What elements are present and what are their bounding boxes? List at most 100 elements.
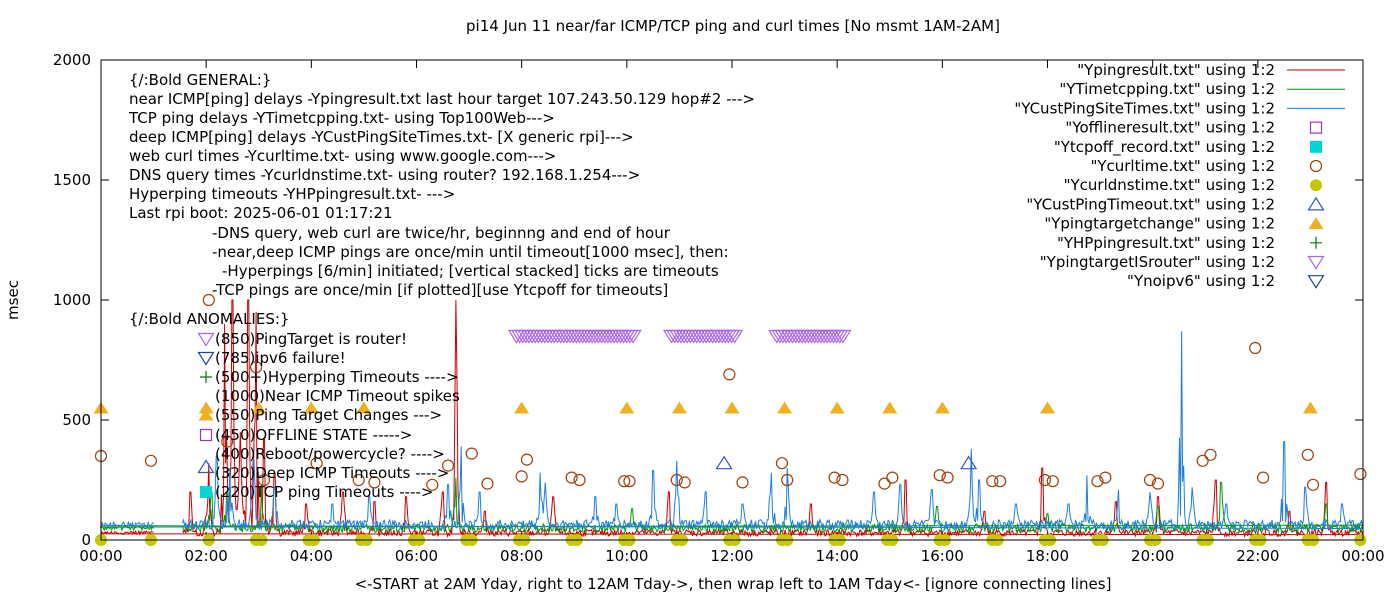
annotation-line: -Hyperpings [6/min] initiated; [vertical… (222, 262, 719, 280)
x-tick-label: 06:00 (395, 547, 438, 565)
legend-symbol (1310, 179, 1322, 192)
series-marker (623, 475, 636, 488)
series-marker (1249, 341, 1262, 355)
series-marker (886, 471, 899, 484)
x-tick-label: 20:00 (1131, 547, 1174, 565)
series-marker (565, 471, 578, 484)
y-tick-label: 0 (81, 531, 91, 549)
annotation-line: -TCP pings are once/min [if plotted][use… (212, 281, 668, 299)
series-marker (356, 401, 372, 414)
legend-label: "YHPpingresult.txt" using 1:2 (1057, 234, 1275, 252)
series-marker (257, 473, 271, 487)
plot-markers (93, 293, 1367, 546)
y-axis-label: msec (4, 280, 22, 320)
series-marker (1099, 471, 1112, 484)
series-marker (941, 471, 954, 484)
annotation-line: deep ICMP[ping] delays -YCustPingSiteTim… (129, 128, 634, 146)
annotation-line: Last rpi boot: 2025-06-01 01:17:21 (129, 204, 393, 222)
x-tick-label: 16:00 (921, 547, 964, 565)
legend-symbol (1307, 196, 1325, 211)
series-marker (1040, 401, 1055, 414)
series-marker (426, 478, 439, 491)
series-marker (726, 329, 744, 344)
series-marker (1196, 454, 1209, 467)
series-marker (828, 471, 841, 484)
series-marker (994, 475, 1007, 488)
series-marker (934, 401, 950, 414)
legend-label: "YCustPingSiteTimes.txt" using 1:2 (1014, 99, 1275, 117)
series-line (99, 477, 1364, 534)
series-marker (836, 473, 849, 487)
series-marker (1306, 478, 1320, 491)
series-marker (465, 447, 478, 460)
legend-symbol (1307, 255, 1325, 270)
series-marker (1256, 471, 1270, 484)
annotation-marker (200, 371, 212, 383)
series-marker (1204, 448, 1217, 461)
series-marker (775, 457, 789, 470)
series-marker (520, 453, 534, 466)
series-marker (1046, 475, 1059, 488)
y-tick-label: 500 (62, 411, 91, 429)
series-line (100, 331, 1364, 532)
series-marker (986, 475, 999, 488)
annotation-line: (400)Reboot/powercycle? ----> (215, 445, 445, 463)
legend-label: "Ypingresult.txt" using 1:2 (1077, 61, 1275, 79)
y-tick-label: 1500 (53, 171, 91, 189)
x-tick-label: 10:00 (605, 547, 648, 565)
annotation-line: (500+)Hyperping Timeouts ----> (215, 368, 459, 386)
x-tick-label: 18:00 (1026, 547, 1069, 565)
series-marker (834, 329, 852, 344)
series-marker (882, 401, 898, 414)
y-tick-label: 2000 (53, 51, 91, 69)
series-marker (724, 401, 740, 414)
series-marker (829, 401, 845, 414)
series-marker (481, 477, 494, 490)
legend-label: "Ytcpoff_record.txt" using 1:2 (1054, 138, 1275, 157)
annotation-line: near ICMP[ping] delays -Ypingresult.txt … (129, 90, 755, 108)
x-tick-label: 04:00 (290, 547, 333, 565)
series-marker (960, 455, 978, 470)
annotation-line: -near,deep ICMP pings are once/min until… (212, 243, 729, 261)
x-tick-label: 00:00 (1341, 547, 1384, 565)
series-marker (1151, 477, 1165, 490)
annotation-line: -DNS query, web curl are twice/hr, begin… (212, 224, 671, 242)
annotation-line: TCP ping delays -YTimetcpping.txt- using… (128, 109, 555, 127)
legend-label: "Ypingtargetchange" using 1:2 (1044, 215, 1275, 233)
series-marker (352, 473, 365, 487)
series-marker (573, 473, 586, 487)
x-axis-label: <-START at 2AM Yday, right to 12AM Tday-… (355, 575, 1112, 593)
annotation-marker (199, 428, 213, 442)
annotation-line: (320)Deep ICMP Timeouts ----> (215, 464, 449, 482)
legend-label: "YpingtargetISrouter" using 1:2 (1040, 253, 1275, 271)
series-marker (1038, 473, 1051, 487)
series-marker (878, 477, 891, 490)
series-marker (933, 469, 946, 482)
x-tick-label: 00:00 (79, 547, 122, 565)
series-marker (777, 401, 793, 414)
axis-ticks: 0 500 1000 1500 2000 00:00 02:00 04:00 06:00 08:0… (53, 51, 1385, 565)
series-marker (670, 473, 683, 487)
series-marker (678, 476, 691, 489)
legend-symbol (1307, 275, 1325, 289)
annotation-line: (450)OFFLINE STATE -----> (215, 426, 412, 444)
series-marker (514, 401, 530, 414)
series-marker (368, 476, 381, 489)
annotation-line: (785)ipv6 failure! (215, 349, 346, 367)
series-marker (198, 401, 214, 414)
annotation-line: (550)Ping Target Changes ---> (215, 406, 442, 424)
legend-label: "Ynoipv6" using 1:2 (1127, 272, 1275, 290)
annotation-marker (197, 459, 215, 474)
annotation-marker (200, 486, 212, 498)
x-tick-label: 22:00 (1236, 547, 1279, 565)
legend-symbol (1309, 159, 1323, 173)
annotation-line: (850)PingTarget is router! (215, 330, 407, 348)
x-tick-label: 12:00 (710, 547, 753, 565)
series-marker (624, 329, 642, 344)
series-marker (723, 368, 736, 381)
annotations: {/:Bold GENERAL:}near ICMP[ping] delays … (128, 71, 755, 501)
series-marker (618, 475, 631, 488)
series-marker (1302, 401, 1318, 414)
series-marker (441, 459, 455, 472)
